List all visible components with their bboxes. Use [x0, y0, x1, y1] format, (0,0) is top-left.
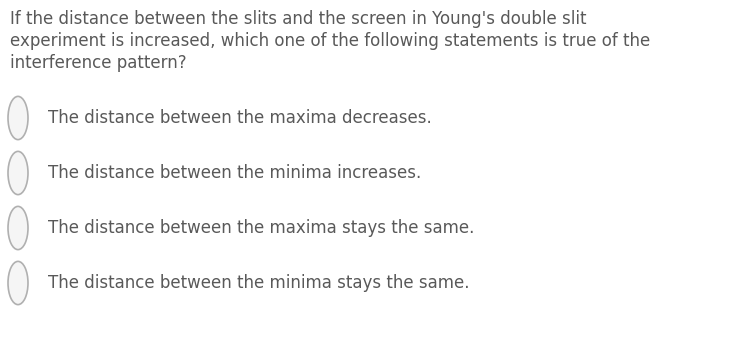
Text: The distance between the maxima stays the same.: The distance between the maxima stays th…	[48, 219, 475, 237]
Text: interference pattern?: interference pattern?	[10, 54, 186, 72]
Ellipse shape	[8, 151, 28, 195]
Ellipse shape	[8, 97, 28, 139]
Ellipse shape	[8, 262, 28, 305]
Text: The distance between the minima stays the same.: The distance between the minima stays th…	[48, 274, 469, 292]
Text: experiment is increased, which one of the following statements is true of the: experiment is increased, which one of th…	[10, 32, 650, 50]
Text: The distance between the maxima decreases.: The distance between the maxima decrease…	[48, 109, 432, 127]
Text: If the distance between the slits and the screen in Young's double slit: If the distance between the slits and th…	[10, 10, 587, 28]
Text: The distance between the minima increases.: The distance between the minima increase…	[48, 164, 422, 182]
Ellipse shape	[8, 206, 28, 250]
